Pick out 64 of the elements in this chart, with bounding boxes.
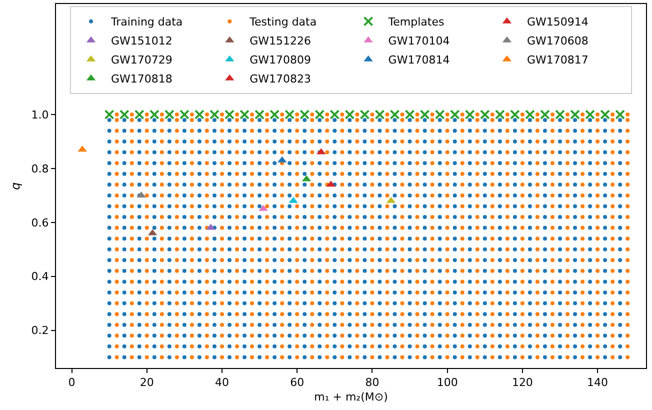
x-tick-label: 0 xyxy=(68,376,76,390)
point xyxy=(570,110,580,120)
point xyxy=(314,110,325,120)
x-tick-label: 140 xyxy=(587,376,608,390)
point xyxy=(464,110,475,120)
point xyxy=(600,110,610,120)
point xyxy=(194,110,204,120)
point xyxy=(344,110,355,120)
legend-label: Templates xyxy=(387,16,444,29)
point xyxy=(164,110,174,120)
legend-label: GW170823 xyxy=(250,72,312,86)
x-tick-label: 60 xyxy=(290,376,304,390)
y-tick-label: 0.2 xyxy=(31,324,49,338)
point xyxy=(404,110,415,120)
y-tick-label: 1.0 xyxy=(31,108,49,122)
point xyxy=(149,110,160,120)
point xyxy=(510,110,520,120)
point xyxy=(104,110,114,120)
point xyxy=(420,110,430,120)
point xyxy=(434,110,445,120)
point xyxy=(300,110,310,120)
point xyxy=(224,110,235,120)
point xyxy=(585,110,596,120)
x-tick-label: 40 xyxy=(215,376,229,390)
legend-label: GW170818 xyxy=(111,72,172,86)
point xyxy=(254,110,265,120)
point xyxy=(240,110,250,120)
point xyxy=(134,110,144,120)
legend-label: GW170814 xyxy=(388,54,450,67)
x-axis-title: m₁ + m₂(M⊙) xyxy=(314,390,388,404)
legend-label: GW170809 xyxy=(250,54,312,67)
legend-label: GW170608 xyxy=(526,34,588,48)
legend-label: GW170104 xyxy=(388,34,450,48)
y-tick-label: 0.8 xyxy=(31,162,49,176)
point xyxy=(270,110,280,120)
point xyxy=(494,110,505,120)
point xyxy=(330,110,340,120)
y-axis-title: q xyxy=(8,182,23,190)
point xyxy=(209,110,220,120)
point xyxy=(480,110,490,120)
y-tick-label: 0.6 xyxy=(31,216,49,230)
point xyxy=(119,110,130,120)
point xyxy=(555,110,565,120)
point xyxy=(524,110,535,120)
point xyxy=(179,110,190,120)
point xyxy=(450,110,460,120)
point xyxy=(540,110,550,120)
point xyxy=(615,110,626,120)
legend-label: GW151226 xyxy=(250,34,312,48)
legend-label: Training data xyxy=(110,16,183,29)
legend-label: GW170729 xyxy=(111,54,172,67)
x-tick-label: 20 xyxy=(140,376,154,390)
y-tick-label: 0.4 xyxy=(31,270,49,284)
legend-label: GW170817 xyxy=(526,54,588,67)
point xyxy=(390,110,400,120)
legend-label: GW150914 xyxy=(526,16,588,29)
x-tick-label: 120 xyxy=(512,376,533,390)
point xyxy=(284,110,295,120)
legend-label: Testing data xyxy=(248,16,317,29)
point xyxy=(360,110,370,120)
legend-label: GW151012 xyxy=(111,34,172,48)
point xyxy=(374,110,385,120)
x-tick-label: 100 xyxy=(436,376,458,390)
x-tick-label: 80 xyxy=(365,376,380,390)
